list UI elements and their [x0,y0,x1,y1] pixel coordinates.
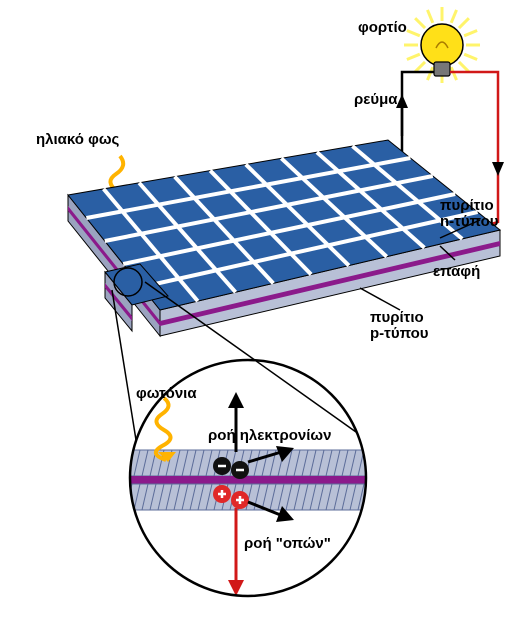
solar-panel [68,140,500,336]
label-load: φορτίο [358,19,407,36]
solar-cell-diagram: φορτίο ρεύμα ηλιακό φως πυρίτιοn-τύπου ε… [0,0,517,633]
label-contact: επαφή [433,263,480,280]
label-current: ρεύμα [354,91,398,108]
label-p-silicon: πυρίτιοp-τύπου [370,309,429,342]
label-electron-flow: ροή ηλεκτρονίων [208,427,331,444]
label-sunlight: ηλιακό φως [36,131,119,148]
arrow-red-down [492,162,504,176]
label-photons: φωτόνια [136,385,197,402]
detail-view: φωτόνια ροή ηλεκτρονίων ροή "οπών" [118,360,380,596]
detail-junction [120,476,380,484]
label-hole-flow: ροή "οπών" [244,535,331,552]
wire-black [402,72,434,154]
light-bulb-icon [421,24,463,76]
label-n-silicon: πυρίτιοn-τύπου [440,197,499,230]
arrow-current-head [396,94,408,108]
